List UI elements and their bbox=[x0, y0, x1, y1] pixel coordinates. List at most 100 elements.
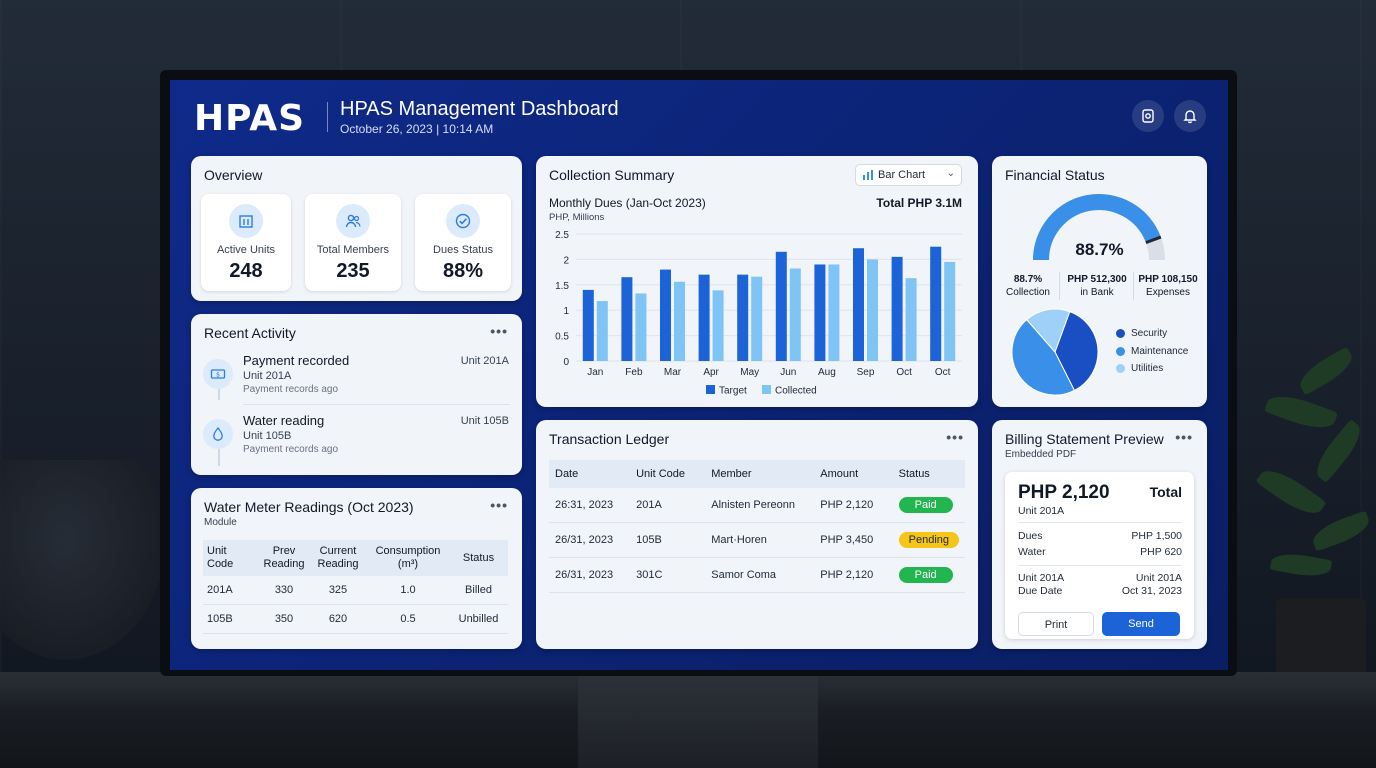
financial-status-title: Financial Status bbox=[1005, 167, 1105, 183]
legend-item-utilities: Utilities bbox=[1116, 363, 1163, 374]
table-cell: 26:31, 2023 bbox=[549, 488, 631, 523]
bar-target[interactable] bbox=[814, 264, 826, 361]
stat-label: Dues Status bbox=[433, 244, 493, 256]
bar-collected[interactable] bbox=[828, 264, 840, 361]
dashboard-screen: HPAS HPAS Management Dashboard October 2… bbox=[170, 80, 1228, 670]
table-cell: 26/31, 2023 bbox=[549, 522, 631, 558]
column-header: Consumption (m³) bbox=[367, 540, 449, 576]
x-tick-label: Oct bbox=[896, 367, 912, 378]
figure-value: PHP 512,300 bbox=[1067, 274, 1127, 285]
water-meter-table: Unit Code Prev Reading Current Reading C… bbox=[203, 540, 508, 634]
table-cell: Mart·Horen bbox=[705, 522, 815, 558]
bill-line-value: PHP 1,500 bbox=[1131, 530, 1182, 542]
bar-target[interactable] bbox=[737, 274, 749, 361]
column-header: Unit Code bbox=[203, 540, 259, 576]
table-cell: PHP 2,120 bbox=[814, 488, 893, 523]
billing-subtitle: Embedded PDF bbox=[1005, 449, 1077, 460]
bill-row-label: Unit 201A bbox=[1018, 572, 1065, 584]
pie-slice-utilities[interactable] bbox=[1026, 308, 1071, 353]
table-row[interactable]: 26:31, 2023 201A Alnisten Pereonn PHP 2,… bbox=[549, 488, 965, 523]
activity-item[interactable]: $ Payment recorded Unit 201A Payment rec… bbox=[203, 353, 509, 409]
bar-target[interactable] bbox=[660, 269, 671, 361]
x-tick-label: Sep bbox=[857, 367, 875, 378]
table-cell: 26/31, 2023 bbox=[549, 557, 631, 593]
bar-collected[interactable] bbox=[712, 290, 724, 361]
bar-target[interactable] bbox=[775, 251, 787, 361]
table-cell: Pending bbox=[892, 522, 965, 558]
table-cell: Unbilled bbox=[449, 604, 508, 634]
print-button[interactable]: Print bbox=[1018, 612, 1094, 636]
table-row[interactable]: 26/31, 2023 301C Samor Coma PHP 2,120 Pa… bbox=[549, 557, 965, 593]
pie-slice-security[interactable] bbox=[1054, 310, 1099, 392]
table-cell: 105B bbox=[203, 604, 259, 634]
bar-collected[interactable] bbox=[751, 276, 763, 361]
figure-bank: PHP 512,300 in Bank bbox=[1061, 273, 1133, 299]
bar-collected[interactable] bbox=[905, 278, 917, 361]
bill-line-value: PHP 620 bbox=[1140, 546, 1182, 558]
bar-collected[interactable] bbox=[944, 261, 956, 361]
divider bbox=[1059, 272, 1060, 300]
bar-collected[interactable] bbox=[635, 293, 647, 361]
bill-unit-row: Unit 201A Unit 201A bbox=[1018, 572, 1182, 584]
settings-button[interactable] bbox=[1132, 100, 1164, 132]
activity-title: Payment recorded bbox=[243, 353, 350, 368]
bill-row-value: Unit 201A bbox=[1135, 572, 1182, 584]
building-icon bbox=[229, 204, 263, 238]
table-cell: Alnisten Pereonn bbox=[705, 488, 815, 523]
table-row[interactable]: 105B 350 620 0.5 Unbilled bbox=[203, 604, 508, 634]
financial-status-card: Financial Status 88.7% 88.7% Collection … bbox=[992, 156, 1207, 407]
figure-value: 88.7% bbox=[1013, 274, 1043, 285]
bar-target[interactable] bbox=[621, 277, 633, 361]
table-cell: 1.0 bbox=[367, 576, 449, 605]
bar-target[interactable] bbox=[891, 256, 903, 361]
billing-menu-button[interactable]: ••• bbox=[1175, 429, 1193, 445]
bar-target[interactable] bbox=[930, 246, 942, 361]
column-header: Current Reading bbox=[309, 540, 367, 576]
send-button[interactable]: Send bbox=[1102, 612, 1180, 636]
y-tick-label: 1 bbox=[563, 306, 569, 317]
payment-icon: $ bbox=[203, 359, 233, 389]
table-row[interactable]: 201A 330 325 1.0 Billed bbox=[203, 576, 508, 605]
ledger-menu-button[interactable]: ••• bbox=[946, 429, 964, 445]
figure-label: Expenses bbox=[1146, 287, 1190, 298]
page-title: HPAS Management Dashboard bbox=[340, 98, 619, 120]
pie-slice-maintenance[interactable] bbox=[1011, 318, 1076, 396]
water-meter-menu-button[interactable]: ••• bbox=[490, 497, 508, 513]
bar-collected[interactable] bbox=[789, 268, 801, 361]
activity-item[interactable]: Water reading Unit 105B Payment records … bbox=[203, 413, 509, 469]
billing-title: Billing Statement Preview bbox=[1005, 431, 1164, 447]
x-tick-label: Jun bbox=[780, 367, 796, 378]
table-cell: 350 bbox=[259, 604, 309, 634]
bill-row-label: Due Date bbox=[1018, 585, 1063, 597]
stat-dues-status[interactable]: Dues Status 88% bbox=[415, 194, 511, 291]
bar-target[interactable] bbox=[853, 248, 864, 361]
stat-total-members[interactable]: Total Members 235 bbox=[305, 194, 401, 291]
activity-unit: Unit 201A bbox=[243, 370, 292, 382]
collection-gauge bbox=[1033, 194, 1165, 261]
bar-target[interactable] bbox=[698, 274, 710, 361]
monitor-stand bbox=[578, 676, 818, 768]
bell-icon bbox=[1183, 110, 1197, 124]
figure-collection: 88.7% Collection bbox=[1000, 273, 1056, 299]
table-cell: 105B bbox=[630, 522, 706, 558]
bar-collected[interactable] bbox=[596, 301, 608, 361]
column-header: Amount bbox=[814, 460, 893, 488]
stat-active-units[interactable]: Active Units 248 bbox=[201, 194, 291, 291]
table-cell: 330 bbox=[259, 576, 309, 605]
activity-unit-tag: Unit 105B bbox=[460, 415, 509, 427]
table-cell: 201A bbox=[203, 576, 259, 605]
bar-collected[interactable] bbox=[674, 281, 685, 361]
bar-collected[interactable] bbox=[867, 259, 878, 361]
bar-target[interactable] bbox=[582, 289, 594, 361]
table-cell: Paid bbox=[892, 488, 965, 523]
recent-activity-menu-button[interactable]: ••• bbox=[490, 323, 508, 339]
chart-type-select[interactable]: Bar Chart ⌄ bbox=[855, 164, 962, 186]
divider bbox=[1018, 565, 1182, 566]
notifications-button[interactable] bbox=[1174, 100, 1206, 132]
status-badge: Paid bbox=[898, 567, 953, 583]
transaction-ledger-card: Transaction Ledger ••• Date Unit Code Me… bbox=[536, 420, 978, 649]
gauge-marker bbox=[1145, 235, 1162, 245]
figure-label: Collection bbox=[1006, 287, 1050, 298]
table-row[interactable]: 26/31, 2023 105B Mart·Horen PHP 3,450 Pe… bbox=[549, 522, 965, 558]
column-header: Date bbox=[549, 460, 631, 488]
